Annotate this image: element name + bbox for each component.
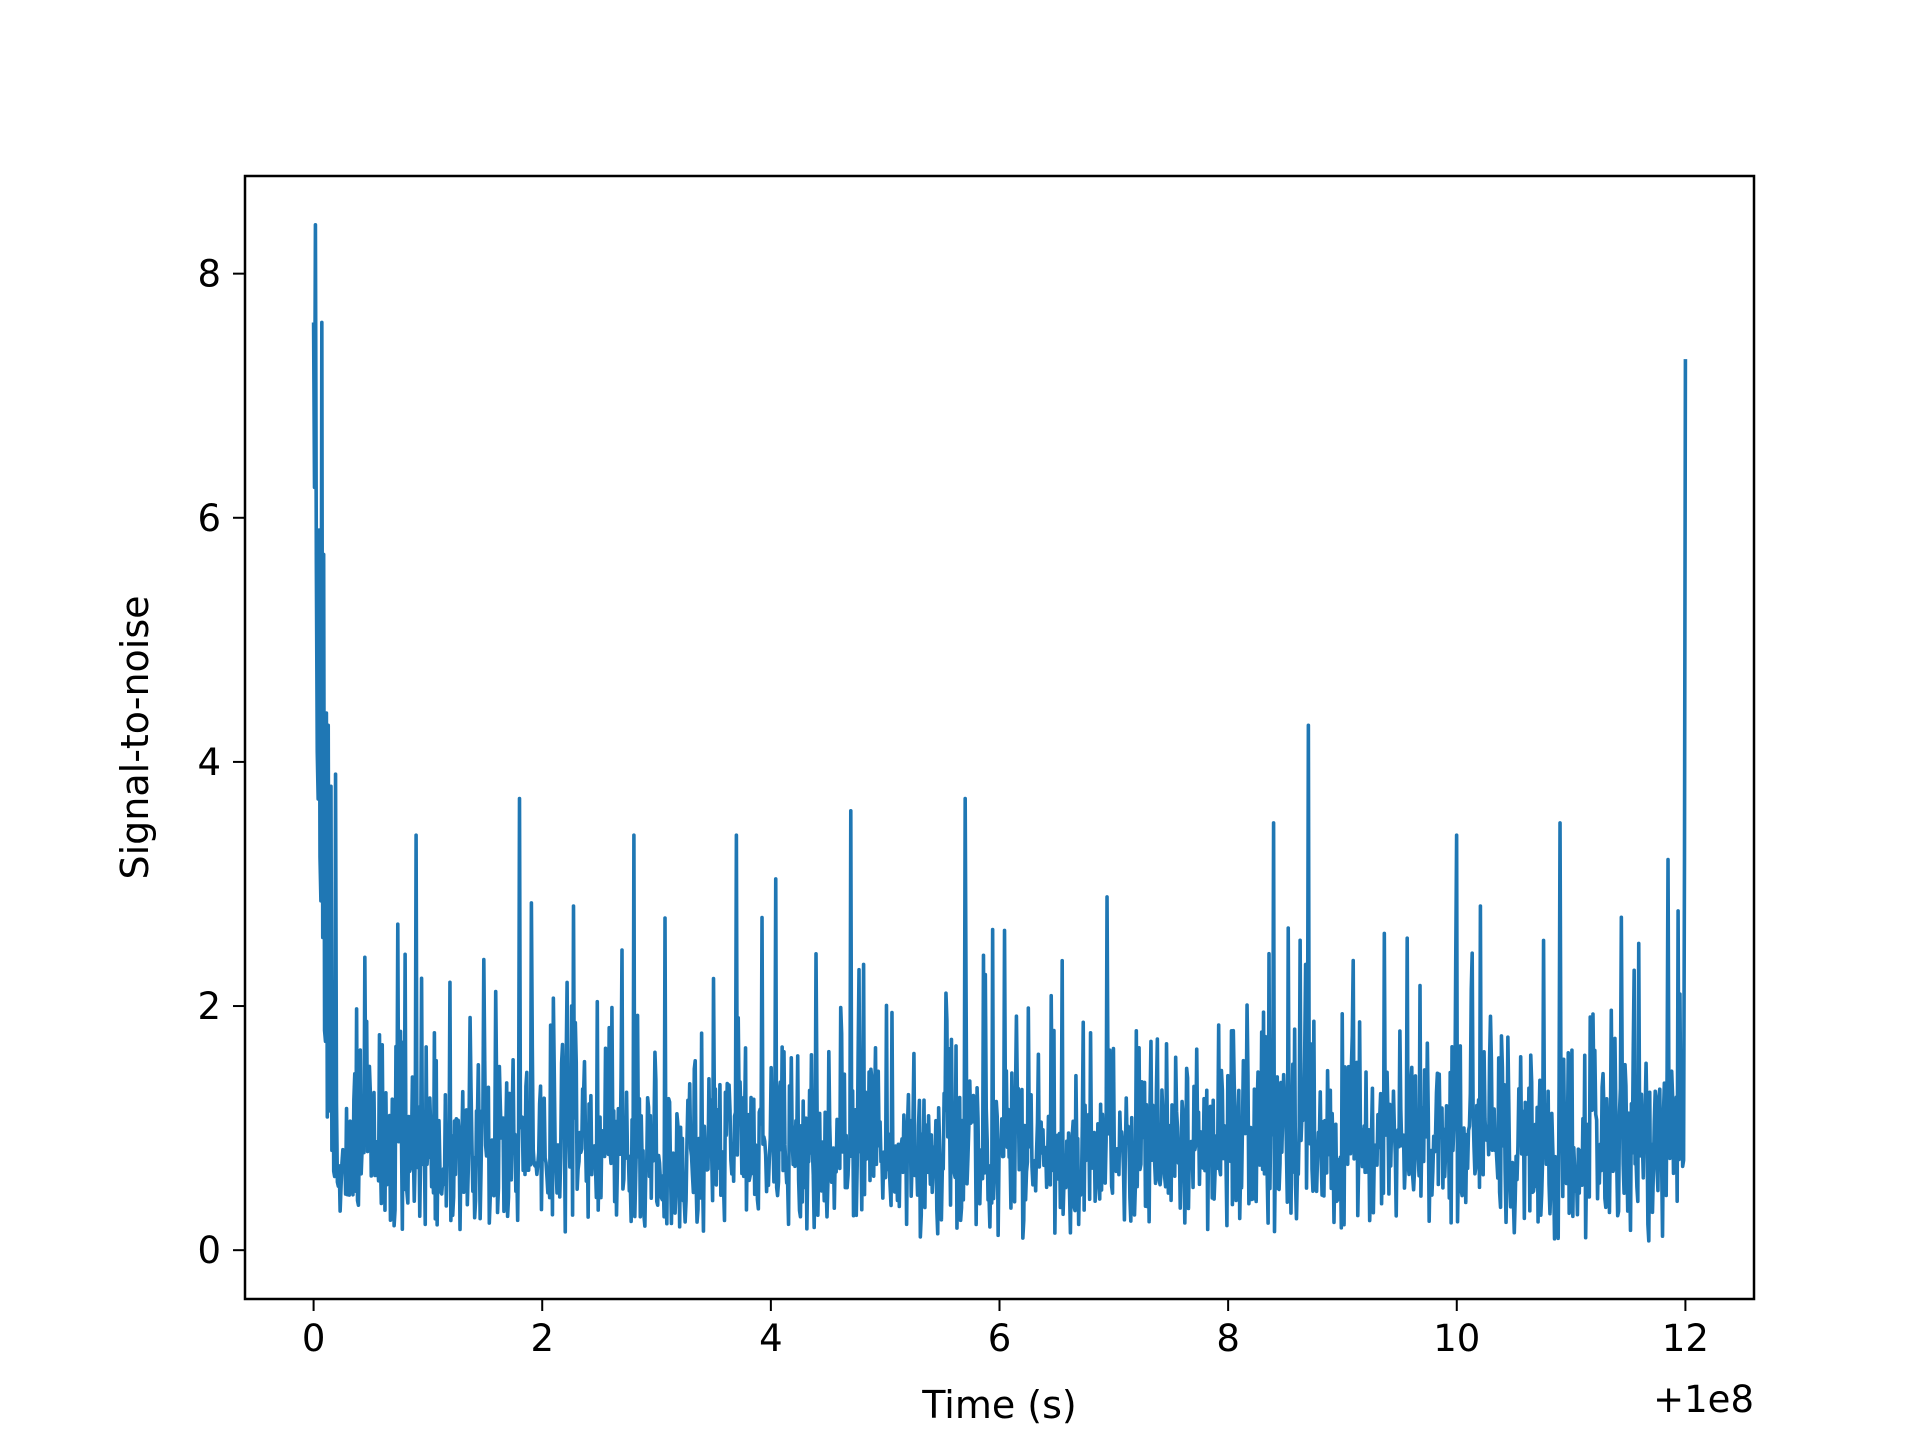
x-tick-label: 12	[1662, 1317, 1709, 1360]
y-tick-label: 6	[197, 497, 221, 540]
x-axis-label: Time (s)	[921, 1383, 1077, 1427]
x-tick-label: 0	[302, 1317, 326, 1360]
x-tick-label: 6	[988, 1317, 1012, 1360]
x-tick-label: 8	[1216, 1317, 1240, 1360]
x-tick-label: 4	[759, 1317, 783, 1360]
y-tick-label: 0	[197, 1229, 221, 1272]
series-line	[311, 223, 1688, 1243]
x-axis-offset-text: +1e8	[1653, 1378, 1754, 1421]
y-tick-label: 8	[197, 253, 221, 296]
y-tick-label: 4	[197, 741, 221, 784]
y-axis-label: Signal-to-noise	[113, 595, 157, 879]
plot-area	[311, 223, 1688, 1243]
x-tick-label: 2	[530, 1317, 554, 1360]
y-axis-ticks: 0 2 4 6 8	[197, 253, 245, 1272]
x-tick-label: 10	[1433, 1317, 1480, 1360]
x-axis-ticks: 0 2 4 6 8 10 12	[302, 1299, 1709, 1360]
y-tick-label: 2	[197, 985, 221, 1028]
